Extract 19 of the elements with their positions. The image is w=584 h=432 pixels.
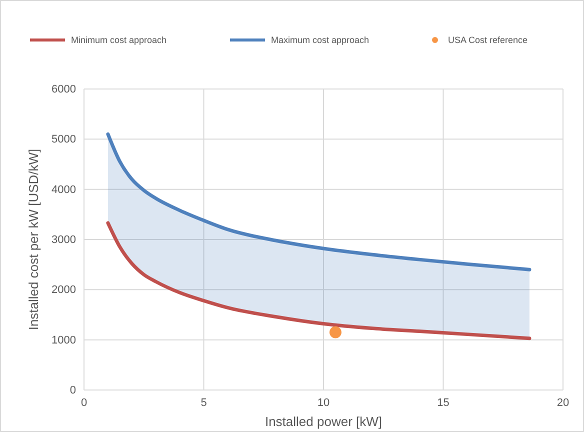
y-tick-label: 0 [70,384,76,397]
x-tick-label: 10 [317,396,330,409]
y-tick-label: 1000 [52,334,76,346]
x-tick-label: 0 [80,396,88,409]
legend-label: Minimum cost approach [71,35,167,45]
y-axis-title: Installed cost per kW [USD/kW] [26,148,41,330]
y-tick-label: 4000 [52,184,76,196]
legend-label: USA Cost reference [448,35,528,45]
x-axis-title: Installed power [kW] [264,414,382,429]
y-tick-label: 5000 [52,134,76,146]
x-tick-label: 20 [556,396,570,409]
y-tick-label: 6000 [52,84,76,96]
line-series [106,221,532,340]
legend-label: Maximum cost approach [271,35,370,45]
x-tick-label: 15 [437,396,450,409]
x-tick-label: 5 [200,396,207,409]
line-series [106,132,532,272]
y-tick-label: 2000 [52,284,76,296]
y-tick-label: 3000 [52,234,76,246]
